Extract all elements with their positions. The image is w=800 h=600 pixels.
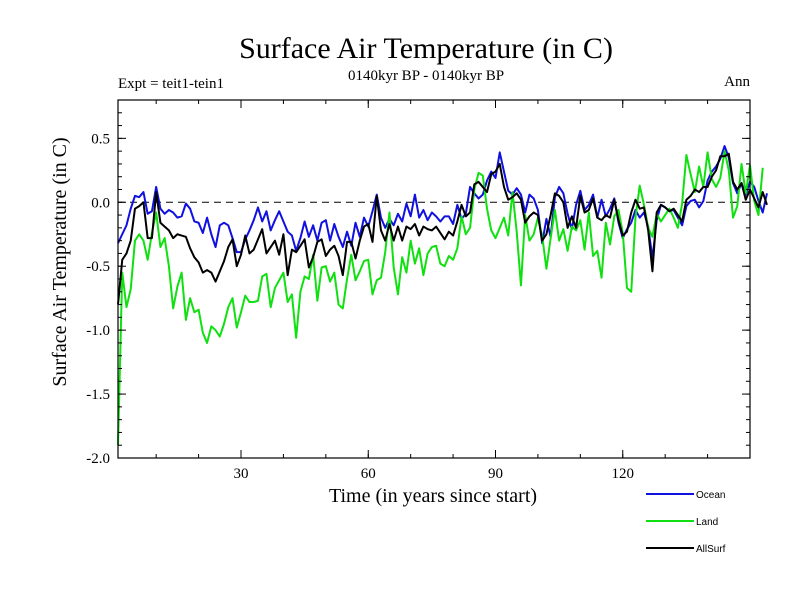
series-line-ocean bbox=[117, 145, 768, 260]
plot-border bbox=[117, 99, 751, 459]
season-label: Ann bbox=[724, 74, 750, 90]
y-tick-label: -2.0 bbox=[86, 451, 110, 467]
x-tick-label: 90 bbox=[488, 466, 503, 482]
experiment-label: Expt = teit1-tein1 bbox=[118, 76, 224, 92]
axis-ticks: -2.0 -1.5 -1.0 -0.5 0.0 0.5 30 60 90 120 bbox=[86, 99, 750, 482]
legend-label-ocean: Ocean bbox=[696, 490, 725, 501]
y-tick-label: 0.0 bbox=[91, 195, 110, 211]
plot-frame bbox=[117, 99, 751, 459]
y-tick-label: -1.5 bbox=[86, 387, 110, 403]
series-line-allsurf bbox=[117, 152, 768, 305]
plot-series bbox=[117, 145, 768, 446]
y-tick-label: -0.5 bbox=[86, 259, 110, 275]
x-tick-label: 60 bbox=[361, 466, 376, 482]
y-tick-label: -1.0 bbox=[86, 323, 110, 339]
y-tick-label: 0.5 bbox=[91, 131, 110, 147]
legend-label-land: Land bbox=[696, 517, 718, 528]
legend: Ocean Land AllSurf bbox=[646, 490, 726, 555]
x-axis-label: Time (in years since start) bbox=[329, 485, 537, 507]
x-tick-label: 30 bbox=[234, 466, 249, 482]
y-axis-label: Surface Air Temperature (in C) bbox=[49, 137, 71, 386]
series-line-land bbox=[117, 150, 764, 446]
legend-label-allsurf: AllSurf bbox=[696, 544, 726, 555]
x-tick-label: 120 bbox=[612, 466, 635, 482]
chart-title: Surface Air Temperature (in C) bbox=[239, 32, 613, 65]
chart-subtitle: 0140kyr BP - 0140kyr BP bbox=[348, 68, 504, 84]
